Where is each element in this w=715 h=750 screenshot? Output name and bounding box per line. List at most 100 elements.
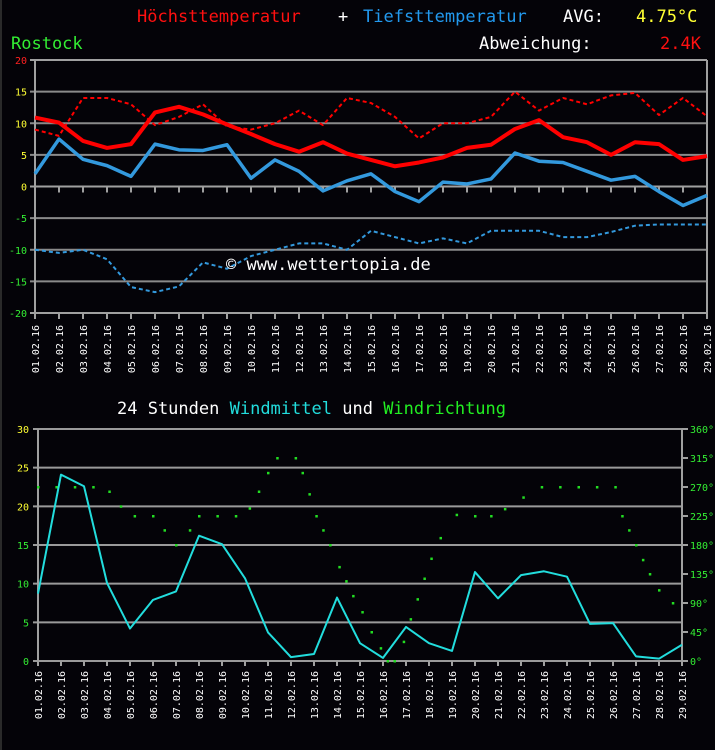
y2-tick-label: 180° bbox=[690, 541, 714, 552]
series-windmittel bbox=[37, 473, 683, 660]
y-tick-label: 20 bbox=[17, 502, 29, 513]
wind-direction-dot bbox=[474, 515, 477, 518]
wind-direction-dot bbox=[248, 507, 252, 510]
wind-direction-dot bbox=[163, 529, 166, 532]
x-tick-label: 11.02.16 bbox=[264, 671, 275, 719]
wind-direction-dot bbox=[621, 515, 624, 518]
x-tick-label: 29.02.16 bbox=[678, 671, 689, 719]
x-tick-label: 23.02.16 bbox=[559, 325, 570, 373]
y-tick-label: 25 bbox=[17, 464, 29, 475]
x-tick-label: 26.02.16 bbox=[609, 671, 620, 719]
y-tick-label: -15 bbox=[9, 277, 27, 288]
series-tiefsttemperatur-referenz- bbox=[34, 223, 707, 294]
x-tick-label: 14.02.16 bbox=[343, 325, 354, 373]
x-tick-label: 13.02.16 bbox=[319, 325, 330, 373]
y-tick-label: 30 bbox=[17, 425, 29, 436]
title-plus: + bbox=[338, 7, 349, 27]
x-tick-label: 16.02.16 bbox=[391, 325, 402, 373]
wind-direction-dot bbox=[119, 505, 123, 508]
x-tick-label: 15.02.16 bbox=[356, 671, 367, 719]
deviation-value: 2.4K bbox=[660, 34, 701, 54]
wind-direction-dot bbox=[322, 529, 325, 532]
x-tick-label: 22.02.16 bbox=[535, 325, 546, 373]
x-tick-label: 26.02.16 bbox=[631, 325, 642, 373]
x-tick-label: 23.02.16 bbox=[540, 671, 551, 719]
series-h-chsttemperatur-referenz- bbox=[34, 90, 708, 140]
x-tick-label: 09.02.16 bbox=[218, 671, 229, 719]
x-tick-label: 02.02.16 bbox=[57, 671, 68, 719]
wind-direction-dot bbox=[198, 515, 201, 518]
watermark: © www.wettertopia.de bbox=[226, 255, 431, 275]
wind-direction-dot bbox=[386, 660, 390, 663]
x-tick-label: 11.02.16 bbox=[271, 325, 282, 373]
wind-direction-dot bbox=[628, 529, 631, 532]
wind-direction-dot bbox=[361, 611, 364, 614]
x-tick-label: 15.02.16 bbox=[367, 325, 378, 373]
x-tick-label: 06.02.16 bbox=[151, 325, 162, 373]
x-tick-label: 03.02.16 bbox=[80, 671, 91, 719]
wind-direction-dot bbox=[55, 486, 58, 489]
wind-direction-dot bbox=[276, 457, 279, 460]
wind-title-direction: Windrichtung bbox=[383, 399, 507, 419]
wind-title-und: und bbox=[342, 399, 373, 419]
x-tick-label: 20.02.16 bbox=[487, 325, 498, 373]
wind-direction-dot bbox=[416, 598, 419, 601]
x-tick-label: 02.02.16 bbox=[55, 325, 66, 373]
x-tick-label: 24.02.16 bbox=[563, 671, 574, 719]
wind-direction-dot bbox=[540, 486, 544, 489]
x-tick-label: 28.02.16 bbox=[679, 325, 690, 373]
x-tick-label: 01.02.16 bbox=[34, 671, 45, 719]
y-tick-label: 10 bbox=[17, 580, 29, 591]
x-tick-label: 01.02.16 bbox=[31, 325, 42, 373]
wind-direction-dot bbox=[430, 557, 433, 561]
wind-direction-dot bbox=[294, 457, 298, 460]
x-tick-label: 10.02.16 bbox=[247, 325, 258, 373]
wind-direction-dot bbox=[379, 647, 383, 650]
wind-direction-dot bbox=[439, 536, 442, 540]
y-tick-label: 20 bbox=[15, 56, 27, 67]
wind-direction-dot bbox=[423, 577, 426, 581]
x-tick-label: 28.02.16 bbox=[655, 671, 666, 719]
x-tick-label: 22.02.16 bbox=[517, 671, 528, 719]
y-tick-label: 0 bbox=[21, 183, 27, 194]
x-tick-label: 14.02.16 bbox=[333, 671, 344, 719]
wind-direction-dot bbox=[267, 471, 270, 475]
x-tick-label: 07.02.16 bbox=[172, 671, 183, 719]
wind-direction-dot bbox=[92, 486, 95, 489]
wind-direction-dot bbox=[133, 515, 137, 518]
x-tick-label: 10.02.16 bbox=[241, 671, 252, 719]
x-tick-label: 12.02.16 bbox=[287, 671, 298, 719]
location-label: Rostock bbox=[11, 34, 83, 54]
wind-direction-dot bbox=[641, 558, 645, 562]
x-tick-label: 07.02.16 bbox=[175, 325, 186, 373]
wind-direction-dot bbox=[329, 544, 332, 547]
wind-direction-dot bbox=[490, 515, 493, 518]
y2-tick-label: 135° bbox=[690, 570, 714, 581]
x-tick-label: 13.02.16 bbox=[310, 671, 321, 719]
series-tiefsttemperatur bbox=[33, 137, 708, 208]
x-tick-label: 19.02.16 bbox=[448, 671, 459, 719]
x-tick-label: 20.02.16 bbox=[471, 671, 482, 719]
y2-tick-label: 270° bbox=[690, 483, 714, 494]
wind-direction-dot bbox=[503, 507, 507, 511]
wind-chart-title: 24 Stunden Windmittel und Windrichtung bbox=[117, 399, 506, 419]
series-h-chsttemperatur bbox=[34, 104, 708, 169]
wind-direction-dot bbox=[559, 486, 562, 489]
wind-title-prefix: 24 Stunden bbox=[117, 399, 220, 419]
wind-direction-dot bbox=[175, 544, 178, 547]
wind-direction-dot bbox=[73, 486, 77, 489]
y2-tick-label: 315° bbox=[690, 454, 714, 465]
wind-title-mean: Windmittel bbox=[229, 399, 332, 419]
wind-direction-dot bbox=[301, 471, 304, 475]
x-tick-label: 09.02.16 bbox=[223, 325, 234, 373]
wind-direction-dot bbox=[455, 513, 459, 517]
wind-direction-dot bbox=[370, 631, 373, 634]
deviation-label: Abweichung: bbox=[479, 34, 592, 54]
title-high: Höchsttemperatur bbox=[137, 7, 301, 27]
wind-direction-dot bbox=[108, 490, 111, 494]
y-tick-label: -5 bbox=[15, 214, 27, 225]
wind-direction-dot bbox=[308, 493, 311, 496]
wind-direction-dot bbox=[315, 515, 318, 518]
wind-direction-dot bbox=[614, 486, 617, 489]
x-tick-label: 24.02.16 bbox=[583, 325, 594, 373]
